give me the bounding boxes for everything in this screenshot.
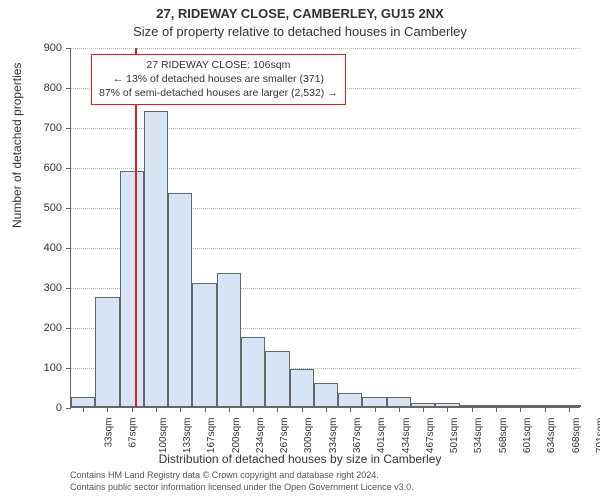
y-tick-label: 600 bbox=[22, 162, 62, 174]
histogram-bar bbox=[217, 273, 241, 407]
x-tick-label: 167sqm bbox=[206, 418, 217, 454]
footnote-line2: Contains public sector information licen… bbox=[70, 482, 580, 493]
histogram-bar bbox=[120, 171, 144, 407]
y-tick-label: 400 bbox=[22, 242, 62, 254]
x-tick-label: 634sqm bbox=[546, 418, 557, 454]
x-axis-label: Distribution of detached houses by size … bbox=[0, 452, 600, 466]
footnote-line1: Contains HM Land Registry data © Crown c… bbox=[70, 470, 580, 481]
x-tick-label: 334sqm bbox=[328, 418, 339, 454]
histogram-bar bbox=[168, 193, 192, 407]
x-tick-label: 234sqm bbox=[255, 418, 266, 454]
y-tick-label: 100 bbox=[22, 362, 62, 374]
x-tick-label: 434sqm bbox=[401, 418, 412, 454]
gridline bbox=[71, 48, 580, 49]
x-tick-label: 668sqm bbox=[571, 418, 582, 454]
chart-container: 27, RIDEWAY CLOSE, CAMBERLEY, GU15 2NX S… bbox=[0, 0, 600, 500]
histogram-bar bbox=[338, 393, 362, 407]
annotation-line: 27 RIDEWAY CLOSE: 106sqm bbox=[99, 58, 338, 72]
y-tick-label: 200 bbox=[22, 322, 62, 334]
x-tick-label: 200sqm bbox=[231, 418, 242, 454]
annotation-line: 87% of semi-detached houses are larger (… bbox=[99, 86, 338, 100]
x-tick-label: 601sqm bbox=[522, 418, 533, 454]
y-tick-label: 700 bbox=[22, 122, 62, 134]
x-tick-label: 33sqm bbox=[104, 418, 115, 448]
x-tick-label: 467sqm bbox=[425, 418, 436, 454]
y-tick-label: 800 bbox=[22, 82, 62, 94]
x-tick-label: 401sqm bbox=[376, 418, 387, 454]
histogram-bar bbox=[95, 297, 119, 407]
x-tick-label: 534sqm bbox=[474, 418, 485, 454]
histogram-bar bbox=[192, 283, 216, 407]
histogram-bar bbox=[71, 397, 95, 407]
x-tick-label: 267sqm bbox=[279, 418, 290, 454]
x-tick-label: 300sqm bbox=[304, 418, 315, 454]
histogram-bar bbox=[290, 369, 314, 407]
histogram-bar bbox=[241, 337, 265, 407]
x-tick-label: 367sqm bbox=[352, 418, 363, 454]
y-tick-label: 500 bbox=[22, 202, 62, 214]
x-tick-label: 501sqm bbox=[449, 418, 460, 454]
y-tick-label: 300 bbox=[22, 282, 62, 294]
x-tick-label: 100sqm bbox=[158, 418, 169, 454]
plot-area: 27 RIDEWAY CLOSE: 106sqm← 13% of detache… bbox=[70, 48, 580, 408]
histogram-bar bbox=[144, 111, 168, 407]
title-line2: Size of property relative to detached ho… bbox=[0, 24, 600, 39]
x-tick-label: 67sqm bbox=[128, 418, 139, 448]
annotation-box: 27 RIDEWAY CLOSE: 106sqm← 13% of detache… bbox=[91, 54, 346, 105]
x-tick-label: 133sqm bbox=[182, 418, 193, 454]
y-tick-label: 900 bbox=[22, 42, 62, 54]
y-tick-label: 0 bbox=[22, 402, 62, 414]
annotation-line: ← 13% of detached houses are smaller (37… bbox=[99, 72, 338, 86]
histogram-bar bbox=[362, 397, 386, 407]
x-tick-label: 568sqm bbox=[498, 418, 509, 454]
title-line1: 27, RIDEWAY CLOSE, CAMBERLEY, GU15 2NX bbox=[0, 6, 600, 21]
histogram-bar bbox=[265, 351, 289, 407]
histogram-bar bbox=[314, 383, 338, 407]
histogram-bar bbox=[387, 397, 411, 407]
x-tick-label: 701sqm bbox=[595, 418, 600, 454]
